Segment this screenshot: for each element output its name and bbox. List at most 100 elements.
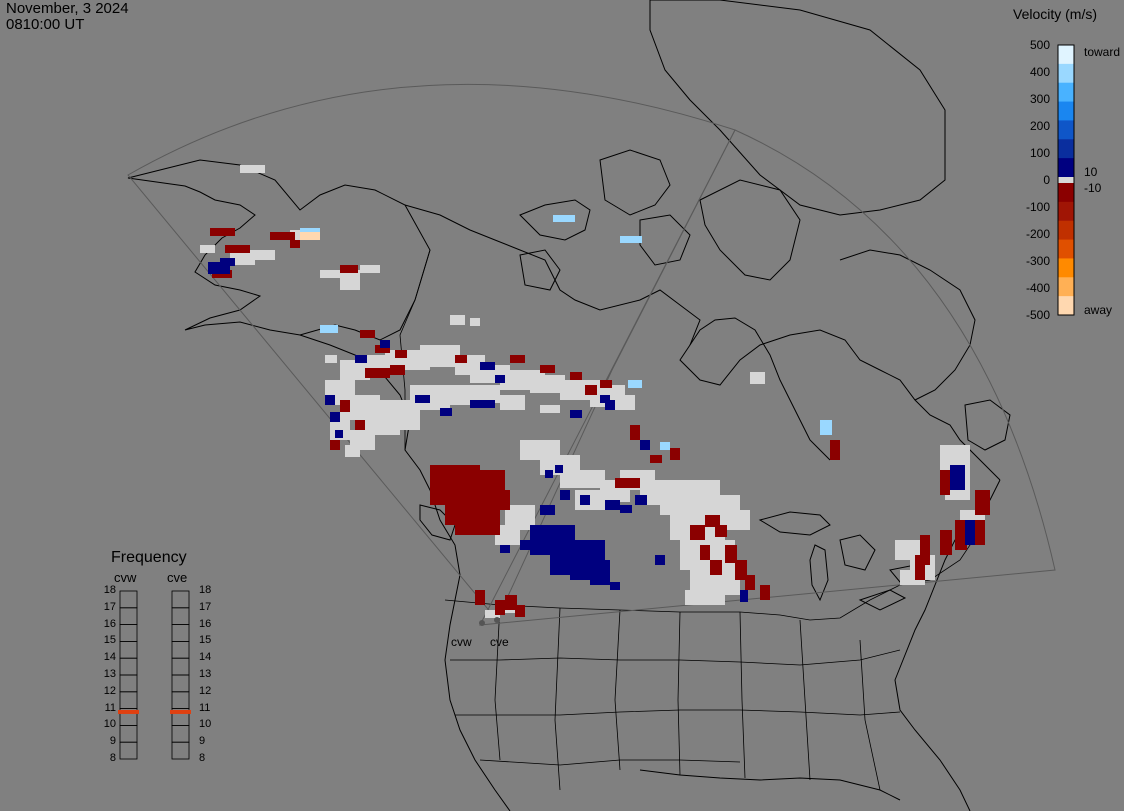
lake-erie	[858, 589, 907, 611]
arctic-island-3	[639, 214, 691, 266]
colorbar-tick-label: 300	[1029, 92, 1050, 106]
frequency-tick-label: 18	[199, 584, 212, 596]
frequency-tick-label: 11	[199, 701, 211, 714]
toward-velocity-echo	[605, 400, 615, 410]
frequency-cell-cve	[171, 725, 190, 743]
ground-scatter-echo	[255, 250, 275, 260]
toward-velocity-echo	[335, 430, 343, 438]
colorbar-tick-label: -200	[1025, 227, 1050, 241]
gulf-coast	[639, 769, 901, 801]
ground-scatter-echo	[420, 345, 460, 367]
ground-scatter-echo	[450, 315, 465, 325]
coastlines	[127, 0, 1011, 811]
arctic-island-4	[519, 249, 561, 291]
frequency-cell-cve	[171, 624, 190, 642]
high-toward-velocity-echo	[553, 215, 575, 222]
away-velocity-echo	[725, 545, 737, 563]
ground-scatter-echo	[495, 525, 520, 545]
away-velocity-echo	[570, 372, 582, 380]
ground-scatter-echo	[615, 395, 635, 410]
colorbar-tick-label: -300	[1025, 254, 1050, 268]
colorbar-segment	[1058, 101, 1074, 121]
toward-velocity-echo	[560, 490, 570, 500]
away-velocity-echo	[365, 368, 390, 378]
toward-velocity-echo	[415, 395, 430, 403]
away-velocity-echo	[515, 605, 525, 617]
away-velocity-echo	[920, 535, 930, 565]
frequency-tick-label: 9	[109, 735, 116, 748]
frequency-cell-cve	[171, 607, 190, 625]
frequency-cell-cvw	[119, 624, 138, 642]
toward-velocity-echo	[355, 355, 367, 363]
vancouver-island	[419, 504, 456, 541]
frequency-cell-cvw	[119, 657, 138, 676]
colorbar-segment	[1058, 277, 1074, 297]
away-velocity-echo	[650, 455, 662, 463]
colorbar-tick-label: 100	[1029, 146, 1050, 160]
colorbar-tick-label: -100	[1025, 200, 1050, 214]
site-label-cvw: cvw	[451, 635, 472, 649]
ground-scatter-echo	[520, 380, 535, 388]
frequency-tick-label: 9	[199, 735, 206, 748]
toward-velocity-echo	[610, 582, 620, 590]
away-velocity-echo	[455, 355, 467, 363]
colorbar-segment	[1058, 63, 1074, 84]
toward-velocity-echo	[965, 520, 975, 545]
ground-scatter-echo	[240, 165, 265, 173]
toward-velocity-echo	[500, 545, 510, 553]
ground-scatter-echo	[340, 270, 360, 290]
toward-velocity-echo	[635, 495, 647, 505]
high-away-velocity-echo	[300, 232, 320, 240]
colorbar-zero-band	[1058, 177, 1074, 183]
frequency-tick-label: 16	[199, 617, 212, 630]
site-marker-cve	[494, 617, 500, 623]
frequency-tick-label: 8	[199, 752, 206, 764]
ground-scatter-echo	[685, 590, 725, 605]
toward-velocity-echo	[380, 340, 390, 348]
away-velocity-echo	[760, 585, 770, 600]
away-velocity-echo	[375, 345, 390, 353]
frequency-tick-label: 16	[103, 617, 116, 630]
arctic-island-1	[519, 199, 591, 241]
frequency-panel	[118, 590, 191, 760]
greenland	[649, 0, 946, 216]
frequency-tick-label: 14	[199, 651, 212, 664]
colorbar-segment	[1058, 120, 1074, 140]
away-velocity-echo	[340, 400, 350, 412]
toward-velocity-echo	[620, 505, 632, 513]
aleutian-coast	[299, 334, 431, 491]
toward-velocity-echo	[605, 500, 620, 510]
away-velocity-echo	[585, 385, 597, 395]
high-toward-velocity-echo	[660, 442, 670, 450]
frequency-indicator-cve	[170, 709, 191, 714]
toward-velocity-echo	[545, 470, 553, 478]
toward-velocity-echo	[330, 412, 340, 422]
frequency-cell-cvw	[119, 607, 138, 625]
colorbar-segment	[1058, 82, 1074, 103]
colorbar-tick-10: 10	[1084, 165, 1098, 179]
frequency-cell-cve	[171, 741, 190, 760]
away-velocity-echo	[290, 240, 300, 248]
away-velocity-echo	[615, 478, 640, 488]
site-marker-cvw	[479, 620, 485, 626]
frequency-cell-cvw	[119, 725, 138, 743]
away-velocity-echo	[340, 265, 358, 273]
frequency-radar-cvw: cvw	[114, 570, 137, 585]
ground-scatter-echo	[470, 385, 500, 403]
toward-velocity-echo	[440, 408, 452, 416]
colorbar-tick-label: 200	[1029, 119, 1050, 133]
away-velocity-echo	[735, 560, 747, 580]
colorbar-tick-label: -400	[1025, 281, 1050, 295]
ground-scatter-echo	[440, 385, 475, 405]
alaska-outline	[127, 159, 431, 341]
away-velocity-echo	[955, 520, 967, 550]
arctic-coast	[404, 204, 1001, 481]
frequency-title: Frequency	[111, 549, 187, 566]
site-label-cve: cve	[490, 635, 509, 649]
toward-velocity-echo	[600, 395, 610, 403]
colorbar-away-label: away	[1084, 303, 1113, 317]
colorbar-segment	[1058, 239, 1074, 259]
colorbar-tick-label: 400	[1029, 65, 1050, 79]
away-velocity-echo	[210, 228, 235, 236]
ground-scatter-echo	[360, 265, 380, 273]
